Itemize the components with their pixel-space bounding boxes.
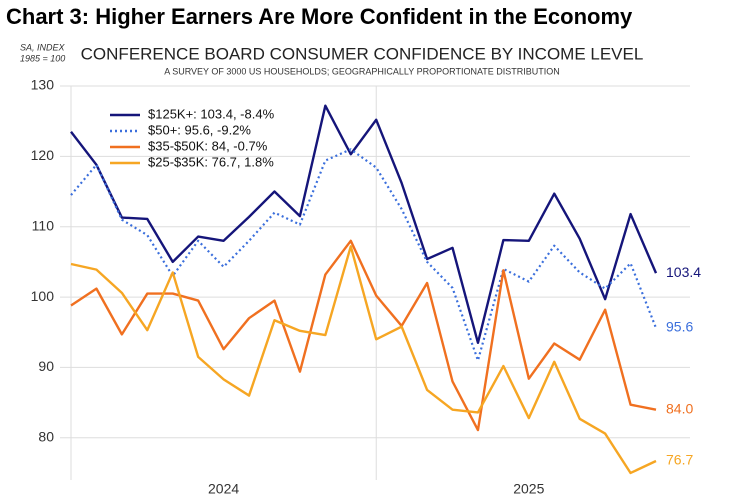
x-tick-label: 2024 (208, 481, 239, 497)
y-unit: 1985 = 100 (20, 53, 65, 63)
end-label: 95.6 (666, 319, 693, 335)
y-tick-label: 80 (38, 428, 54, 444)
page-title: Chart 3: Higher Earners Are More Confide… (6, 4, 633, 29)
end-label: 84.0 (666, 400, 693, 416)
series-line (70, 148, 658, 362)
y-unit: SA, INDEX (20, 42, 66, 52)
series-line (70, 104, 658, 345)
y-tick-label: 100 (31, 288, 55, 304)
legend-label: $50+: 95.6, -9.2% (148, 122, 251, 137)
chart-subtitle: A SURVEY OF 3000 US HOUSEHOLDS; GEOGRAPH… (164, 66, 560, 76)
x-tick-label: 2025 (513, 481, 544, 497)
legend-label: $25-$35K: 76.7, 1.8% (148, 154, 274, 169)
legend-label: $35-$50K: 84, -0.7% (148, 138, 268, 153)
y-tick-label: 120 (31, 147, 55, 163)
end-label: 103.4 (666, 264, 701, 280)
series-line (70, 239, 657, 432)
chart-title: CONFERENCE BOARD CONSUMER CONFIDENCE BY … (81, 44, 644, 63)
y-tick-label: 110 (32, 217, 55, 233)
y-tick-label: 90 (38, 358, 54, 374)
y-tick-label: 130 (31, 77, 55, 93)
series-line (70, 245, 657, 475)
legend-label: $125K+: 103.4, -8.4% (148, 106, 275, 121)
end-label: 76.7 (666, 452, 693, 468)
